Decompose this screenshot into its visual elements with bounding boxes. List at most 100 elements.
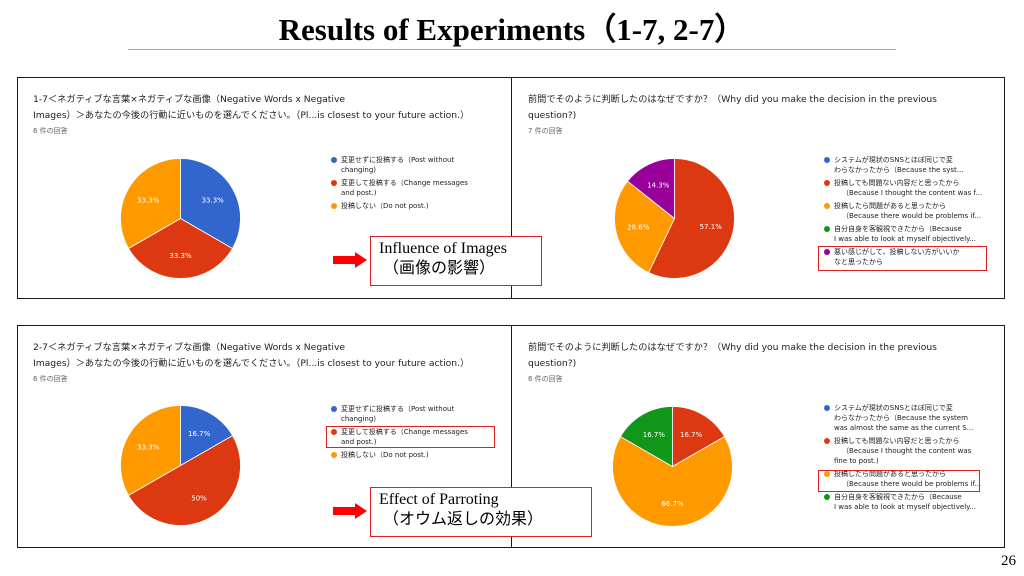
legend-label: was almost the same as the current S... xyxy=(834,424,974,432)
legend-label: わらなかったから（Because the syst... xyxy=(834,166,964,174)
legend-item: 変更して投稿する（Change messages and post.) xyxy=(331,178,501,198)
legend-label: 自分自身を客観視できたから（Because xyxy=(834,493,962,501)
legend-dot-icon xyxy=(824,438,830,444)
callout-title: Effect of Parroting xyxy=(379,491,499,508)
legend-label: 投稿しない（Do not post.) xyxy=(341,202,429,210)
pie-slice xyxy=(648,158,735,279)
legend-label: （Because there would be problems if... xyxy=(842,212,982,220)
legend-dot-icon xyxy=(824,203,830,209)
legend-dot-icon xyxy=(824,226,830,232)
chart-legend: 変更せずに投稿する（Post without changing) 変更して投稿する（… xyxy=(331,404,501,463)
highlight-box xyxy=(818,246,987,271)
legend-item: 投稿しない（Do not post.) xyxy=(331,450,501,460)
legend-item: 変更せずに投稿する（Post without changing) xyxy=(331,404,501,424)
pie-slice xyxy=(672,406,726,468)
title-underline xyxy=(128,49,896,50)
callout-effect-of-parroting: Effect of Parroting （オウム返しの効果） xyxy=(370,487,592,537)
arrow-right-icon xyxy=(333,503,367,519)
pie-slice xyxy=(120,158,181,250)
legend-item: 変更して投稿する（Change messages and post.) xyxy=(331,427,501,447)
legend-label: 変更せずに投稿する（Post without xyxy=(341,405,455,413)
legend-item: システムが現状のSNSとほぼ同じで変わらなかったから（Because the s… xyxy=(824,155,994,175)
legend-item: 投稿しても問題ない内容だと思ったから （Because I thought the… xyxy=(824,178,994,198)
bottom-panels-divider xyxy=(511,325,512,548)
top-panels-divider xyxy=(511,77,512,299)
question-text: 2-7＜ネガティブな言葉×ネガティブな画像（Negative Words x N… xyxy=(33,340,503,372)
legend-dot-icon xyxy=(824,157,830,163)
pie-chart-reason-2: 16.7% 66.7% 16.7% xyxy=(612,406,733,527)
legend-label: 投稿しない（Do not post.) xyxy=(341,451,429,459)
pie-slice xyxy=(180,405,234,467)
legend-label: （Because there would be problems if... xyxy=(842,480,982,488)
question-line: 前問でそのように判断したのはなぜですか？（Why did you make th… xyxy=(528,342,937,353)
pie-slice-label: 14.3% xyxy=(647,181,670,189)
legend-label: fine to post.) xyxy=(834,457,879,465)
chart-legend: 変更せずに投稿する（Post without changing) 変更して投稿する（… xyxy=(331,155,501,214)
legend-label: システムが現状のSNSとほぼ同じで変 xyxy=(834,404,953,412)
legend-dot-icon xyxy=(824,180,830,186)
legend-label: and post.) xyxy=(341,189,377,197)
legend-item: 自分自身を客観視できたから（Because I was able to look … xyxy=(824,492,994,512)
question-line: 前問でそのように判断したのはなぜですか？（Why did you make th… xyxy=(528,94,937,105)
pie-slice-label: 33.3% xyxy=(202,196,225,204)
pie-slice xyxy=(120,405,181,496)
chart-panel-2-7: 2-7＜ネガティブな言葉×ネガティブな画像（Negative Words x N… xyxy=(18,326,510,547)
question-text: 前問でそのように判断したのはなぜですか？（Why did you make th… xyxy=(528,340,998,372)
legend-label: changing) xyxy=(341,415,377,423)
pie-chart-1-7: 33.3% 33.3% 33.3% xyxy=(120,158,241,279)
legend-dot-icon xyxy=(824,405,830,411)
legend-dot-icon xyxy=(331,429,337,435)
legend-item: 投稿したら問題があると思ったから （Because there would be … xyxy=(824,469,994,489)
response-count: 7 件の回答 xyxy=(528,127,563,135)
response-count: 6 件の回答 xyxy=(33,375,68,383)
question-text: 1-7＜ネガティブな言葉×ネガティブな画像（Negative Words x N… xyxy=(33,92,503,124)
pie-slice xyxy=(180,158,241,250)
arrow-right-icon xyxy=(333,252,367,268)
pie-slice xyxy=(614,180,675,274)
pie-slice xyxy=(619,406,673,468)
callout-influence-of-images: Influence of Images （画像の影響） xyxy=(370,236,542,286)
legend-item: 投稿しない（Do not post.) xyxy=(331,201,501,211)
legend-dot-icon xyxy=(331,406,337,412)
legend-label: 悪い感じがして、投稿しない方がいいか xyxy=(834,248,960,256)
legend-label: 変更して投稿する（Change messages xyxy=(341,179,468,187)
legend-item: 自分自身を客観視できたから（Because I was able to look … xyxy=(824,224,994,244)
legend-label: （Because I thought the content was f... xyxy=(842,189,983,197)
pie-slice-label: 33.3% xyxy=(137,196,160,204)
pie-slice xyxy=(612,436,733,527)
legend-item: 変更せずに投稿する（Post without changing) xyxy=(331,155,501,175)
response-count: 6 件の回答 xyxy=(33,127,68,135)
legend-label: and post.) xyxy=(341,438,377,446)
pie-chart-reason-1: 57.1% 28.6% 14.3% xyxy=(614,158,735,279)
pie-slice-label: 16.7% xyxy=(188,430,211,438)
legend-dot-icon xyxy=(331,452,337,458)
pie-slice-label: 16.7% xyxy=(680,431,703,439)
legend-dot-icon xyxy=(331,203,337,209)
pie-slice-label: 33.3% xyxy=(137,443,160,451)
legend-label: 投稿したら問題があると思ったから xyxy=(834,470,946,478)
legend-item: 投稿したら問題があると思ったから （Because there would be … xyxy=(824,201,994,221)
question-text: 前問でそのように判断したのはなぜですか？（Why did you make th… xyxy=(528,92,998,124)
legend-dot-icon xyxy=(331,180,337,186)
question-line: question?) xyxy=(528,358,577,369)
pie-chart-2-7: 16.7% 50% 33.3% xyxy=(120,405,241,526)
slide-title: Results of Experiments（1-7, 2-7） xyxy=(278,12,746,47)
legend-label: 投稿しても問題ない内容だと思ったから xyxy=(834,179,960,187)
pie-slice xyxy=(127,435,241,526)
question-line: Images）＞あなたの今後の行動に近いものを選んでください。（Pl...is … xyxy=(33,110,470,121)
legend-label: システムが現状のSNSとほぼ同じで変 xyxy=(834,156,953,164)
response-count: 6 件の回答 xyxy=(528,375,563,383)
question-line: 1-7＜ネガティブな言葉×ネガティブな画像（Negative Words x N… xyxy=(33,94,346,105)
chart-panel-reason-2: 前問でそのように判断したのはなぜですか？（Why did you make th… xyxy=(512,326,1004,547)
legend-dot-icon xyxy=(824,471,830,477)
pie-slice-label: 16.7% xyxy=(643,431,666,439)
callout-subtitle: （画像の影響） xyxy=(383,260,496,277)
legend-item: 投稿しても問題ない内容だと思ったから （Because I thought the… xyxy=(824,436,994,466)
legend-dot-icon xyxy=(331,157,337,163)
question-line: 2-7＜ネガティブな言葉×ネガティブな画像（Negative Words x N… xyxy=(33,342,346,353)
question-line: question?) xyxy=(528,110,577,121)
pie-slice-label: 28.6% xyxy=(627,223,650,231)
pie-slice-label: 57.1% xyxy=(700,223,723,231)
legend-item: 悪い感じがして、投稿しない方がいいか なと思ったから xyxy=(824,247,994,267)
chart-panel-reason-1: 前問でそのように判断したのはなぜですか？（Why did you make th… xyxy=(512,78,1004,298)
